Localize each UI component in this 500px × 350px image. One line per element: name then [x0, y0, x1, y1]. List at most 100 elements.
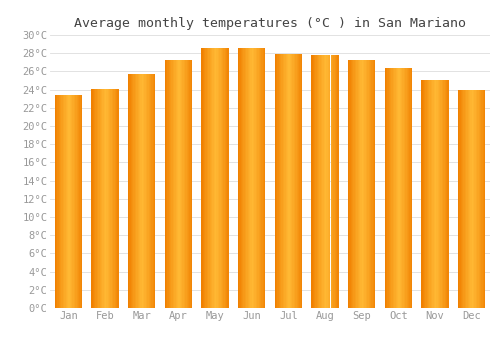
- Bar: [70, 95, 71, 308]
- Bar: [298, 54, 300, 308]
- Bar: [249, 48, 250, 308]
- Bar: [300, 54, 302, 308]
- Bar: [190, 60, 192, 308]
- Bar: [54, 95, 56, 308]
- Bar: [150, 74, 152, 308]
- Bar: [312, 55, 314, 308]
- Bar: [278, 54, 280, 308]
- Bar: [436, 79, 438, 308]
- Bar: [56, 95, 58, 308]
- Bar: [208, 48, 210, 308]
- Bar: [214, 48, 215, 308]
- Bar: [328, 55, 329, 308]
- Bar: [286, 54, 287, 308]
- Bar: [276, 54, 278, 308]
- Bar: [426, 79, 428, 308]
- Bar: [317, 55, 318, 308]
- Bar: [254, 48, 256, 308]
- Bar: [440, 79, 442, 308]
- Bar: [135, 74, 136, 308]
- Bar: [154, 74, 156, 308]
- Bar: [186, 60, 188, 308]
- Bar: [74, 95, 75, 308]
- Bar: [206, 48, 207, 308]
- Bar: [280, 54, 281, 308]
- Bar: [314, 55, 316, 308]
- Bar: [101, 89, 102, 308]
- Bar: [97, 89, 98, 308]
- Bar: [473, 90, 474, 308]
- Bar: [462, 90, 464, 308]
- Bar: [210, 48, 211, 308]
- Bar: [72, 95, 74, 308]
- Bar: [476, 90, 477, 308]
- Bar: [472, 90, 473, 308]
- Bar: [408, 68, 410, 308]
- Bar: [219, 48, 220, 308]
- Bar: [108, 89, 109, 308]
- Bar: [332, 55, 333, 308]
- Bar: [364, 60, 366, 308]
- Bar: [60, 95, 62, 308]
- Bar: [333, 55, 334, 308]
- Bar: [318, 55, 320, 308]
- Bar: [482, 90, 484, 308]
- Bar: [370, 60, 372, 308]
- Bar: [67, 95, 68, 308]
- Bar: [110, 89, 112, 308]
- Bar: [262, 48, 264, 308]
- Bar: [71, 95, 72, 308]
- Bar: [326, 55, 328, 308]
- Bar: [212, 48, 214, 308]
- Bar: [402, 68, 404, 308]
- Bar: [68, 95, 70, 308]
- Bar: [329, 55, 330, 308]
- Bar: [438, 79, 439, 308]
- Bar: [201, 48, 202, 308]
- Bar: [64, 95, 66, 308]
- Bar: [290, 54, 291, 308]
- Bar: [398, 68, 400, 308]
- Bar: [102, 89, 104, 308]
- Bar: [240, 48, 242, 308]
- Bar: [172, 60, 173, 308]
- Bar: [311, 55, 312, 308]
- Bar: [250, 48, 252, 308]
- Bar: [388, 68, 390, 308]
- Bar: [360, 60, 362, 308]
- Bar: [294, 54, 295, 308]
- Bar: [63, 95, 64, 308]
- Bar: [130, 74, 132, 308]
- Bar: [368, 60, 370, 308]
- Bar: [246, 48, 248, 308]
- Bar: [338, 55, 339, 308]
- Bar: [253, 48, 254, 308]
- Bar: [316, 55, 317, 308]
- Bar: [291, 54, 292, 308]
- Bar: [352, 60, 354, 308]
- Bar: [348, 60, 350, 308]
- Bar: [216, 48, 218, 308]
- Bar: [410, 68, 412, 308]
- Bar: [284, 54, 286, 308]
- Bar: [104, 89, 105, 308]
- Bar: [94, 89, 96, 308]
- Bar: [460, 90, 462, 308]
- Bar: [434, 79, 435, 308]
- Bar: [321, 55, 322, 308]
- Bar: [334, 55, 336, 308]
- Bar: [366, 60, 367, 308]
- Bar: [330, 55, 332, 308]
- Bar: [287, 54, 288, 308]
- Bar: [282, 54, 283, 308]
- Bar: [428, 79, 430, 308]
- Bar: [283, 54, 284, 308]
- Bar: [367, 60, 368, 308]
- Bar: [98, 89, 100, 308]
- Bar: [465, 90, 466, 308]
- Title: Average monthly temperatures (°C ) in San Mariano: Average monthly temperatures (°C ) in Sa…: [74, 17, 466, 30]
- Bar: [223, 48, 224, 308]
- Bar: [432, 79, 434, 308]
- Bar: [393, 68, 394, 308]
- Bar: [211, 48, 212, 308]
